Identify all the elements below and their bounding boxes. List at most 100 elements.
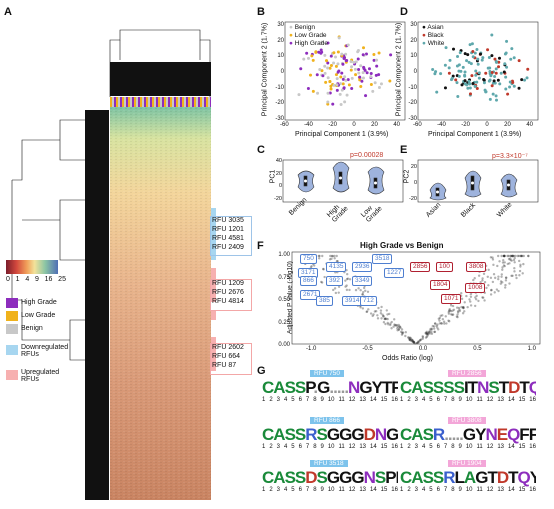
pca-point — [375, 64, 379, 68]
pca-point — [336, 62, 340, 66]
pca-point — [354, 73, 358, 77]
ytick: 1.00 — [278, 252, 290, 258]
pca-point — [468, 82, 472, 86]
volcano-point — [521, 272, 524, 275]
pca-point — [369, 82, 373, 86]
volcano-point — [437, 328, 440, 331]
volcano-point — [330, 254, 334, 258]
ytick: -30 — [275, 115, 284, 122]
volcano-point — [394, 324, 398, 327]
volcano-point — [397, 328, 401, 332]
volcano-point — [427, 330, 431, 334]
pca-point — [490, 54, 494, 58]
volcano-point — [502, 254, 505, 258]
pca-point — [353, 67, 357, 71]
pca-point — [503, 62, 507, 66]
volcano-point — [510, 259, 513, 262]
volcano-point — [460, 297, 464, 301]
xtick: -40 — [437, 122, 446, 128]
pca-point — [508, 80, 512, 84]
volcano-point — [412, 341, 415, 344]
volcano-point — [474, 296, 477, 299]
volcano-point — [412, 341, 416, 344]
volcano-point — [474, 298, 478, 301]
logo-positions: 1 2 3 4 5 6 7 8 9 10 11 12 13 14 15 16 — [400, 397, 536, 403]
volcano-point — [440, 322, 443, 325]
pca-point — [388, 79, 392, 83]
volcano-label: 750 — [300, 254, 317, 264]
volcano-point — [384, 322, 387, 326]
volcano-point — [361, 293, 364, 296]
pca-point — [358, 75, 362, 79]
pca-point — [512, 84, 516, 88]
pca-point — [456, 55, 460, 59]
volcano-point — [348, 288, 351, 292]
benign-swatch — [6, 324, 18, 334]
pca-point — [332, 61, 336, 65]
rfu-label: RFU 1209 — [212, 280, 244, 287]
volcano-point — [346, 272, 349, 276]
logo-positions: 1 2 3 4 5 6 7 8 9 10 11 12 13 14 15 16 — [400, 487, 536, 493]
f-yticks: 1.00 0.75 0.50 0.25 0.00 — [274, 252, 290, 348]
sequence-logo: CASR.....GYNEQFF — [400, 425, 536, 444]
volcano-point — [329, 254, 332, 258]
panel-label-b: B — [257, 6, 265, 18]
volcano-point — [410, 339, 413, 343]
volcano-point — [409, 337, 412, 340]
pca-point — [326, 76, 330, 80]
volcano-point — [441, 317, 445, 321]
volcano-point — [513, 256, 516, 260]
pca-point — [359, 84, 363, 88]
volcano-point — [382, 315, 385, 318]
pca-point — [459, 69, 463, 73]
volcano-point — [491, 258, 495, 261]
rfu-label: RFU 1201 — [212, 226, 244, 233]
volcano-point — [527, 254, 530, 258]
volcano-point — [511, 254, 514, 258]
volcano-point — [388, 312, 391, 316]
volcano-point — [344, 285, 347, 288]
volcano-point — [427, 332, 430, 336]
pca-point — [489, 74, 493, 78]
volcano-point — [401, 331, 404, 334]
up-rfu-strip-1 — [211, 268, 216, 302]
volcano-point — [503, 254, 506, 258]
volcano-point — [441, 314, 444, 317]
pca-point — [321, 74, 325, 78]
legend-b-item: High Grade — [294, 40, 328, 47]
xtick: -40 — [304, 122, 313, 128]
pca-point — [306, 56, 310, 60]
pca-point — [523, 78, 527, 82]
pca-point — [469, 62, 473, 66]
volcano-point — [502, 254, 506, 258]
volcano-point — [381, 313, 384, 316]
xtick: -20 — [461, 122, 470, 128]
pca-point — [341, 82, 345, 86]
volcano-point — [408, 336, 412, 339]
pca-point — [326, 102, 330, 106]
volcano-point — [332, 288, 335, 292]
volcano-point — [451, 313, 454, 317]
volcano-point — [400, 328, 404, 331]
volcano-point — [507, 254, 510, 258]
volcano-point — [519, 254, 522, 258]
volcano-point — [504, 276, 508, 280]
volcano-point — [502, 264, 506, 267]
volcano-point — [369, 312, 373, 315]
volcano-point — [407, 336, 410, 339]
volcano-point — [489, 276, 493, 280]
pca-point — [311, 58, 315, 62]
volcano-label: 385 — [316, 296, 333, 306]
volcano-point — [397, 323, 400, 327]
pca-b-axes — [284, 21, 406, 121]
legend-low-grade: Low Grade — [21, 312, 56, 319]
pca-point — [331, 102, 335, 106]
pca-point — [497, 65, 501, 69]
pca-point — [338, 92, 342, 96]
volcano-point — [336, 260, 339, 263]
d-xlabel: Principal Component 1 (3.9%) — [428, 131, 522, 138]
pca-point — [496, 78, 500, 82]
pca-point — [477, 71, 481, 75]
volcano-label: 866 — [300, 276, 317, 286]
pca-point — [504, 87, 508, 91]
